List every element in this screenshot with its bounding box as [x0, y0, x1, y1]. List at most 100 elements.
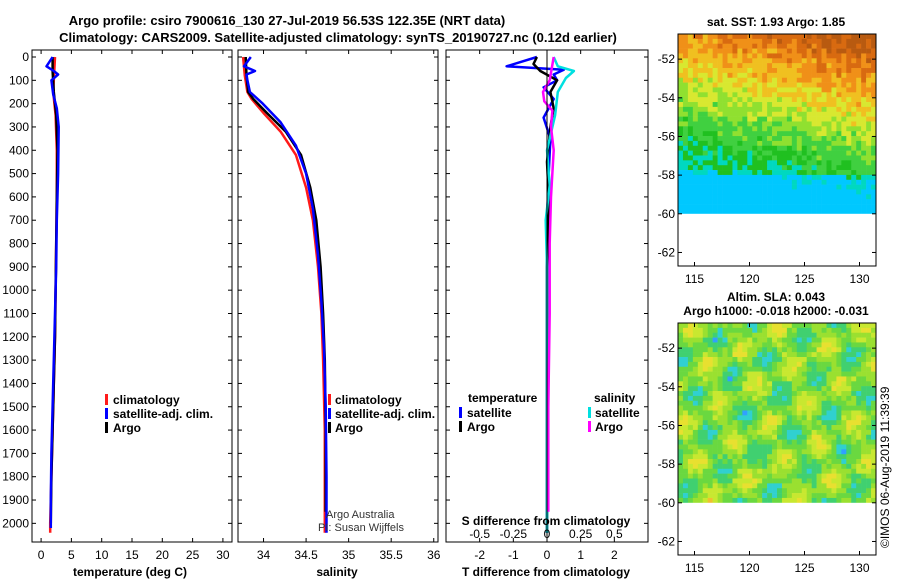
- heat-cell: [796, 184, 803, 190]
- heat-cell: [697, 102, 704, 108]
- heat-cell: [796, 400, 803, 406]
- heat-cell: [767, 337, 773, 343]
- heat-cell: [762, 189, 768, 195]
- heat-cell: [796, 140, 803, 147]
- heat-cell: [796, 48, 803, 54]
- heat-cell: [727, 405, 733, 411]
- heat-cell: [846, 347, 852, 353]
- heat-cell: [796, 395, 803, 402]
- heat-cell: [831, 160, 837, 166]
- heat-cell: [717, 140, 723, 147]
- heat-cell: [861, 208, 867, 215]
- heat-cell: [816, 337, 822, 343]
- heat-cell: [742, 386, 748, 392]
- heat-cell: [811, 126, 817, 132]
- heat-cell: [841, 34, 847, 40]
- heat-cell: [747, 174, 753, 181]
- heat-cell: [841, 68, 847, 74]
- heat-cell: [786, 208, 793, 215]
- heat-cell: [866, 136, 872, 142]
- heat-cell: [796, 488, 803, 494]
- heat-cell: [762, 391, 768, 397]
- heat-cell: [781, 400, 788, 406]
- heat-cell: [831, 111, 837, 117]
- x-tick-label: 1: [577, 548, 584, 562]
- heat-cell: [727, 106, 733, 113]
- heat-cell: [742, 174, 748, 181]
- heat-cell: [682, 376, 689, 382]
- heat-cell: [801, 405, 807, 411]
- heat-cell: [702, 347, 708, 353]
- heat-cell: [796, 43, 803, 49]
- heat-cell: [722, 179, 728, 185]
- heat-cell: [722, 199, 728, 205]
- heat-cell: [737, 204, 743, 210]
- heat-cell: [851, 150, 857, 156]
- heat-cell: [732, 386, 738, 392]
- heat-cell: [752, 342, 758, 348]
- heat-cell: [687, 488, 694, 494]
- heat-cell: [772, 77, 778, 83]
- heat-cell: [866, 352, 872, 358]
- heat-cell: [816, 53, 822, 59]
- heat-cell: [791, 376, 798, 382]
- heat-cell: [702, 155, 708, 161]
- heat-cell: [757, 208, 763, 215]
- heat-cell: [752, 184, 758, 190]
- heat-cell: [861, 400, 867, 406]
- heat-cell: [831, 82, 837, 88]
- heat-cell: [811, 420, 817, 426]
- heat-cell: [816, 199, 822, 205]
- heat-cell: [796, 323, 803, 329]
- heat-cell: [678, 43, 684, 49]
- heat-cell: [692, 342, 699, 348]
- heat-cell: [846, 400, 852, 406]
- heat-cell: [717, 342, 723, 348]
- heat-cell: [737, 400, 743, 406]
- heat-cell: [702, 87, 708, 93]
- heat-cell: [762, 429, 768, 436]
- heat-cell: [871, 204, 877, 210]
- heat-cell: [742, 454, 748, 460]
- heat-cell: [762, 102, 768, 108]
- heat-cell: [786, 327, 793, 334]
- heat-cell: [846, 150, 852, 156]
- y-tick-label: 600: [9, 190, 29, 204]
- heat-cell: [678, 352, 684, 358]
- heat-cell: [851, 58, 857, 64]
- heat-cell: [697, 473, 704, 479]
- heat-cell: [811, 361, 817, 368]
- heat-cell: [727, 43, 733, 49]
- heat-cell: [871, 415, 877, 421]
- heat-cell: [757, 160, 763, 166]
- heat-cell: [816, 327, 822, 334]
- heat-cell: [687, 92, 694, 98]
- heat-cell: [772, 116, 778, 122]
- heat-cell: [826, 386, 832, 392]
- annotation-line-2: PI: Susan Wijffels: [318, 522, 404, 534]
- heat-cell: [821, 38, 827, 45]
- heat-cell: [687, 179, 694, 185]
- heat-cell: [762, 352, 768, 358]
- heat-cell: [742, 194, 748, 200]
- heat-cell: [762, 53, 768, 59]
- heat-cell: [851, 449, 857, 455]
- heat-cell: [767, 92, 773, 98]
- heat-cell: [866, 323, 872, 329]
- heat-cell: [856, 429, 862, 436]
- heat-cell: [737, 136, 743, 142]
- heat-cell: [737, 434, 743, 440]
- heat-cell: [702, 111, 708, 117]
- heat-cell: [707, 116, 713, 122]
- heat-cell: [861, 405, 867, 411]
- heat-cell: [682, 97, 689, 103]
- heat-cell: [801, 77, 807, 83]
- sst-heatmap: [678, 34, 877, 266]
- heat-cell: [737, 468, 743, 474]
- heat-cell: [826, 165, 832, 171]
- heat-cell: [742, 425, 748, 431]
- heat-cell: [732, 400, 738, 406]
- heat-cell: [767, 381, 773, 387]
